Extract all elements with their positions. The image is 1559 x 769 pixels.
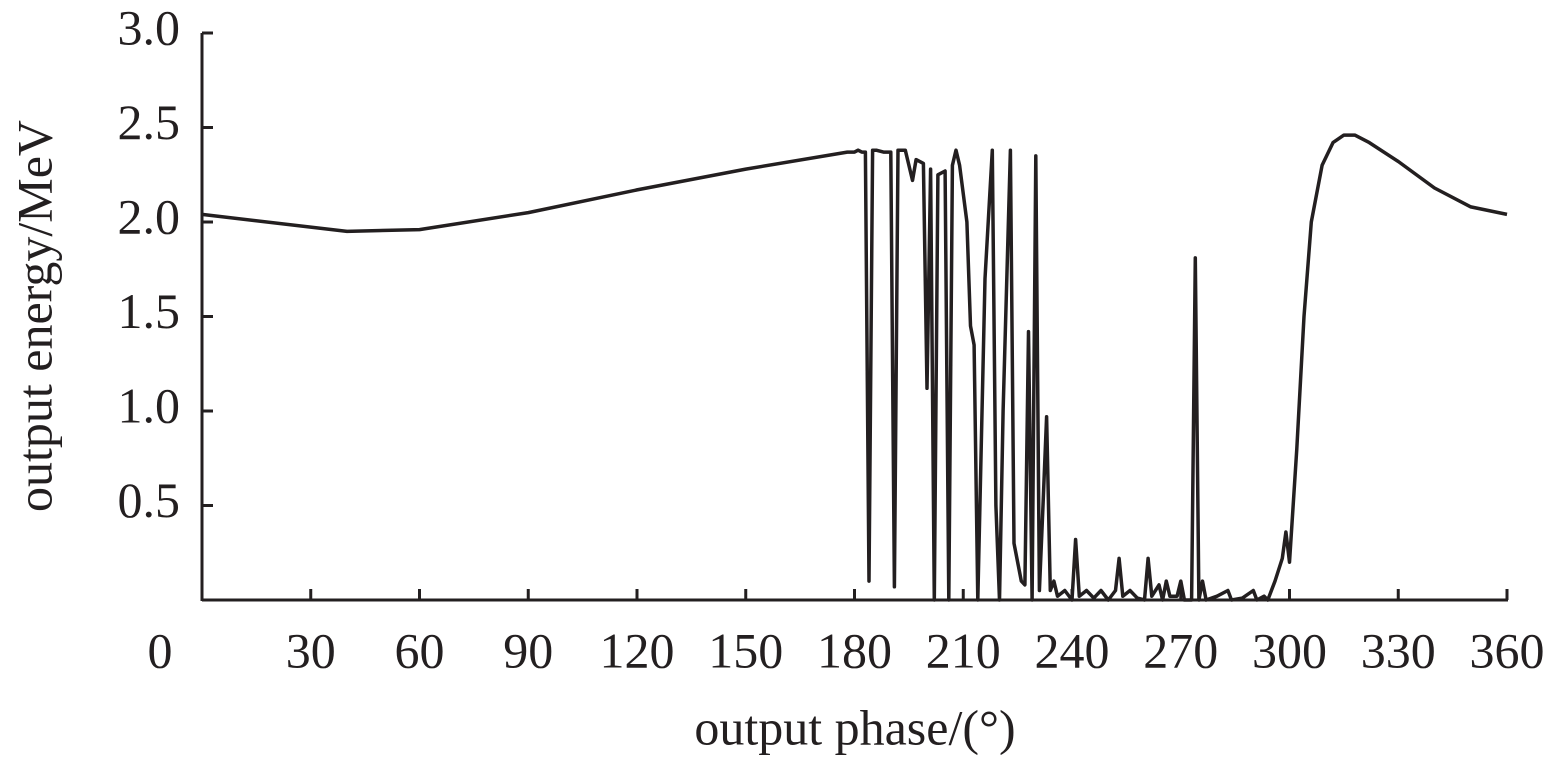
x-tick-label: 180	[817, 622, 892, 678]
x-tick-label: 150	[708, 622, 783, 678]
line-series	[201, 133, 1508, 602]
y-axis-title: output energy/MeV	[6, 120, 62, 512]
x-tick-label: 330	[1361, 622, 1436, 678]
x-tick-label: 210	[926, 622, 1001, 678]
y-tick-label: 0.5	[118, 472, 181, 528]
x-tick-label: 60	[395, 622, 445, 678]
x-tick-label: 300	[1252, 622, 1327, 678]
y-tick-label: 2.5	[118, 94, 181, 150]
y-tick-label: 2.0	[118, 188, 181, 244]
y-tick-label: 3.0	[118, 0, 181, 55]
x-tick-label: 0	[148, 622, 173, 678]
x-tick-label: 120	[600, 622, 675, 678]
x-tick-label: 30	[286, 622, 336, 678]
x-axis-title: output phase/(°)	[694, 699, 1015, 755]
x-tick-label: 270	[1143, 622, 1218, 678]
y-tick-label: 1.5	[118, 283, 181, 339]
x-tick-label: 360	[1470, 622, 1545, 678]
y-tick-label: 1.0	[118, 377, 181, 433]
x-tick-label: 90	[503, 622, 553, 678]
x-tick-label: 240	[1035, 622, 1110, 678]
